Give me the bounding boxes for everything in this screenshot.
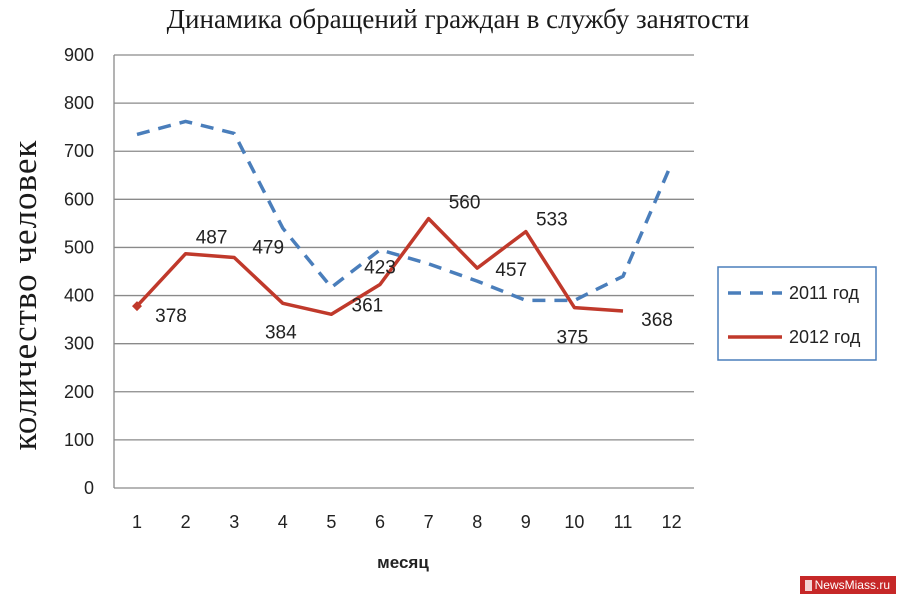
x-tick-label-6: 6 — [375, 512, 385, 532]
y-tick-label-400: 400 — [64, 286, 94, 306]
series-marker-2012-1 — [132, 301, 142, 312]
watermark-text: NewsMiass.ru — [814, 578, 890, 592]
legend: 2011 год 2012 год — [717, 266, 877, 361]
y-axis-label: количество человек — [5, 140, 44, 451]
x-axis-ticks: 1 2 3 4 5 6 7 8 9 10 11 12 — [132, 512, 682, 532]
x-tick-label-10: 10 — [564, 512, 584, 532]
y-tick-label-900: 900 — [64, 45, 94, 65]
data-label-2012-6: 423 — [364, 257, 396, 278]
site-watermark: NewsMiass.ru — [799, 576, 896, 594]
legend-label-2012: 2012 год — [789, 327, 861, 347]
data-label-2012-10: 375 — [557, 328, 589, 349]
x-tick-label-9: 9 — [521, 512, 531, 532]
chart-title: Динамика обращений граждан в службу заня… — [167, 4, 750, 34]
data-label-2012-4: 384 — [265, 322, 297, 343]
legend-label-2011: 2011 год — [789, 283, 859, 303]
x-tick-label-3: 3 — [229, 512, 239, 532]
data-label-2012-7: 560 — [449, 193, 481, 214]
data-label-2012-3: 479 — [252, 238, 284, 259]
y-tick-label-700: 700 — [64, 141, 94, 161]
data-label-2012-11: 368 — [641, 310, 673, 331]
y-tick-label-500: 500 — [64, 237, 94, 257]
y-tick-label-600: 600 — [64, 189, 94, 209]
x-tick-label-11: 11 — [614, 512, 633, 532]
series-line-1 — [135, 216, 624, 317]
x-tick-label-12: 12 — [662, 512, 682, 532]
y-axis-ticks: 0 100 200 300 400 500 600 700 800 900 — [64, 45, 94, 498]
y-tick-label-100: 100 — [64, 430, 94, 450]
x-tick-label-1: 1 — [132, 512, 142, 532]
x-tick-label-7: 7 — [424, 512, 434, 532]
series-lines — [132, 119, 674, 317]
y-tick-label-0: 0 — [84, 478, 94, 498]
x-tick-label-5: 5 — [326, 512, 336, 532]
y-tick-label-300: 300 — [64, 334, 94, 354]
x-tick-label-8: 8 — [472, 512, 482, 532]
data-label-2012-9: 533 — [536, 210, 568, 231]
data-label-2012-8: 457 — [495, 260, 527, 281]
gridlines — [113, 54, 694, 489]
y-tick-label-200: 200 — [64, 382, 94, 402]
watermark-icon — [804, 579, 812, 591]
legend-box — [717, 266, 877, 361]
series-line-0 — [136, 119, 674, 303]
x-tick-label-4: 4 — [278, 512, 288, 532]
data-label-2012-1: 378 — [155, 306, 187, 327]
x-axis-label: месяц — [377, 553, 429, 572]
data-labels: 378 487 479 384 361 423 560 457 533 375 368 — [155, 193, 673, 349]
data-label-2012-2: 487 — [196, 228, 228, 249]
data-label-2012-5: 361 — [352, 295, 384, 316]
x-tick-label-2: 2 — [181, 512, 191, 532]
y-tick-label-800: 800 — [64, 93, 94, 113]
